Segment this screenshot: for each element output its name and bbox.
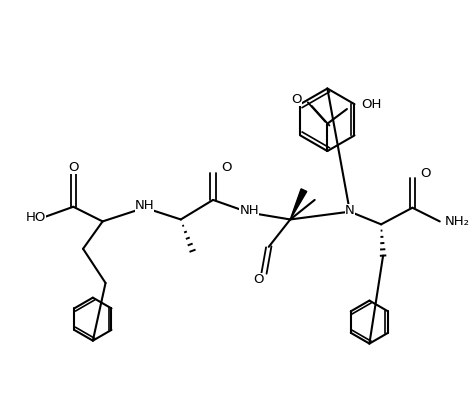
Text: O: O (68, 161, 78, 174)
Polygon shape (290, 189, 307, 219)
Text: O: O (221, 161, 231, 174)
Text: O: O (292, 93, 302, 106)
Text: NH: NH (135, 199, 154, 212)
Text: OH: OH (362, 97, 382, 111)
Text: NH₂: NH₂ (445, 215, 470, 228)
Text: O: O (254, 273, 264, 286)
Text: N: N (345, 204, 355, 217)
Text: O: O (420, 167, 431, 180)
Text: HO: HO (25, 211, 46, 224)
Text: NH: NH (239, 204, 259, 217)
